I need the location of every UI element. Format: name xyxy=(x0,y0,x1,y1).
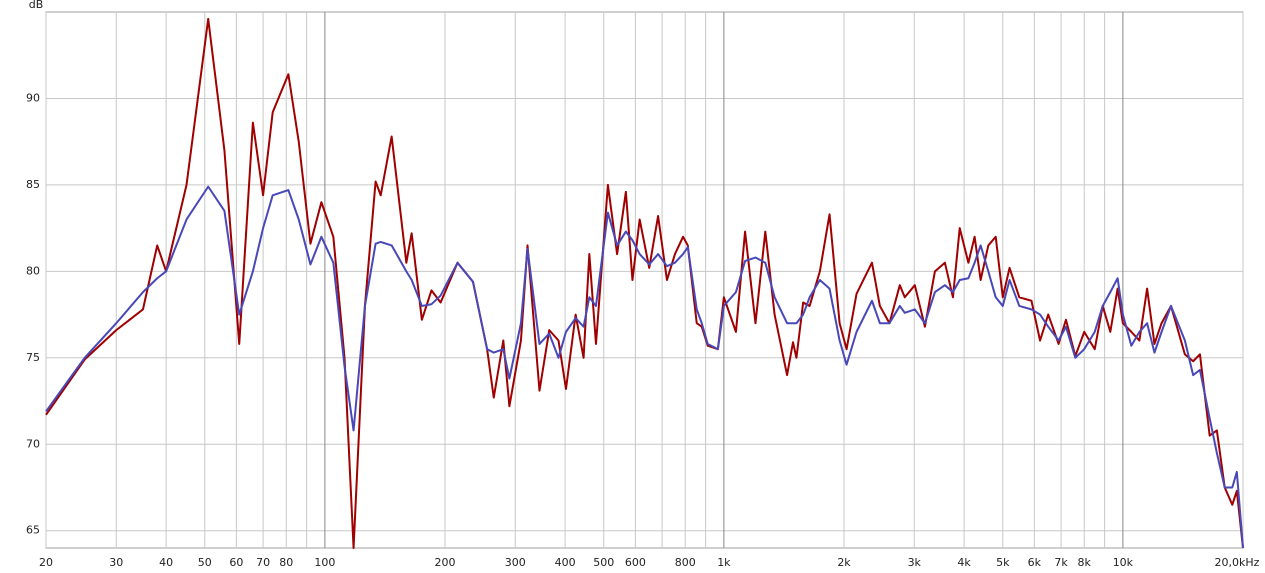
x-tick-label: 600 xyxy=(625,556,646,569)
x-tick-label: 20 xyxy=(39,556,53,569)
y-tick-label: 80 xyxy=(26,264,40,277)
x-tick-label: 6k xyxy=(1028,556,1042,569)
y-tick-label: 85 xyxy=(26,178,40,191)
y-tick-label: 65 xyxy=(26,524,40,537)
series-line xyxy=(45,17,1244,549)
x-tick-label: 500 xyxy=(593,556,614,569)
x-tick-label: 3k xyxy=(908,556,922,569)
x-tick-label: 80 xyxy=(279,556,293,569)
x-tick-label: 200 xyxy=(435,556,456,569)
x-tick-label: 100 xyxy=(314,556,335,569)
x-tick-label: 20,0kHz xyxy=(1215,556,1260,569)
x-tick-label: 50 xyxy=(198,556,212,569)
plot-area xyxy=(45,11,1244,549)
x-tick-label: 8k xyxy=(1078,556,1092,569)
x-tick-label: 2k xyxy=(837,556,851,569)
x-tick-label: 1k xyxy=(717,556,731,569)
x-tick-label: 10k xyxy=(1113,556,1134,569)
y-tick-label: 70 xyxy=(26,437,40,450)
y-tick-label: 90 xyxy=(26,91,40,104)
x-tick-label: 40 xyxy=(159,556,173,569)
x-tick-label: 70 xyxy=(256,556,270,569)
x-tick-label: 30 xyxy=(109,556,123,569)
series-line xyxy=(45,185,1244,549)
x-tick-label: 7k xyxy=(1054,556,1068,569)
x-tick-label: 800 xyxy=(675,556,696,569)
y-axis-label: dB xyxy=(29,0,44,11)
x-tick-label: 400 xyxy=(555,556,576,569)
x-tick-label: 300 xyxy=(505,556,526,569)
x-tick-label: 4k xyxy=(957,556,971,569)
x-tick-label: 60 xyxy=(229,556,243,569)
x-tick-label: 5k xyxy=(996,556,1010,569)
y-tick-label: 75 xyxy=(26,351,40,364)
